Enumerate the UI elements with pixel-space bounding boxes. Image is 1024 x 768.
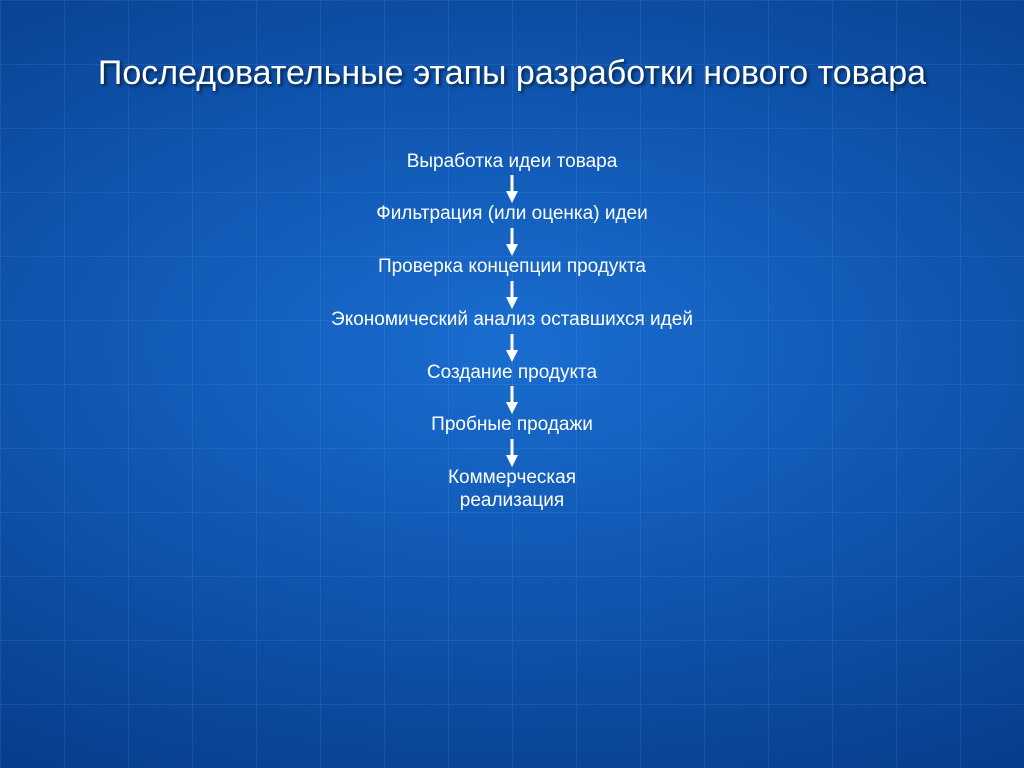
flow-step-7: Коммерческая реализация xyxy=(448,467,576,513)
flow-step-2: Фильтрация (или оценка) идеи xyxy=(376,203,647,226)
flow-step-1: Выработка идеи товара xyxy=(407,151,618,174)
arrow-down-icon xyxy=(502,384,522,414)
arrow-down-icon xyxy=(502,173,522,203)
flow-step-3: Проверка концепции продукта xyxy=(378,256,646,279)
arrow-down-icon xyxy=(502,332,522,362)
flowchart: Выработка идеи товара Фильтрация (или оц… xyxy=(331,151,693,513)
arrow-down-icon xyxy=(502,226,522,256)
slide: Последовательные этапы разработки нового… xyxy=(0,0,1024,768)
flow-step-6: Пробные продажи xyxy=(431,414,593,437)
flow-step-4: Экономический анализ оставшихся идей xyxy=(331,309,693,332)
flow-step-5: Создание продукта xyxy=(427,362,597,385)
arrow-down-icon xyxy=(502,437,522,467)
slide-title: Последовательные этапы разработки нового… xyxy=(98,52,926,95)
arrow-down-icon xyxy=(502,279,522,309)
